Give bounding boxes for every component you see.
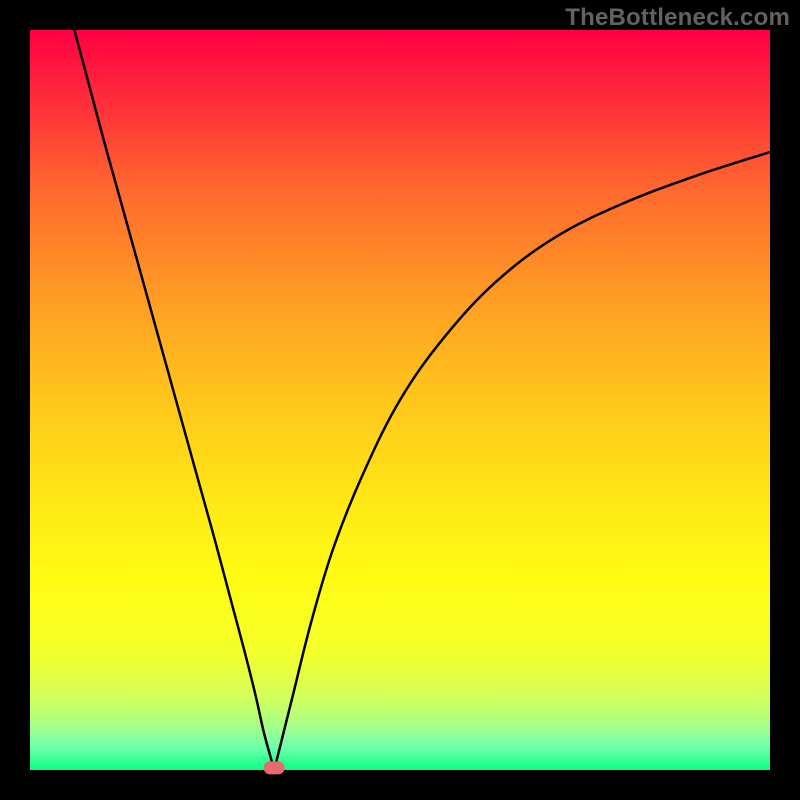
curve-left-branch bbox=[74, 30, 274, 770]
chart-frame: TheBottleneck.com bbox=[0, 0, 800, 800]
minimum-marker bbox=[264, 761, 285, 774]
chart-svg bbox=[30, 30, 770, 770]
watermark-text: TheBottleneck.com bbox=[565, 4, 790, 32]
gradient-background bbox=[30, 30, 770, 770]
curve-right-branch bbox=[274, 152, 770, 770]
plot-area bbox=[30, 30, 770, 770]
